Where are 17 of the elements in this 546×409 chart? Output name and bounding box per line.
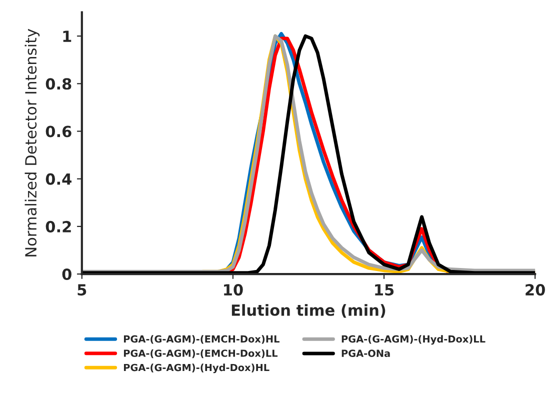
x-tick-label: 20 — [526, 284, 545, 296]
legend-label: PGA-(G-AGM)-(Hyd-Dox)HL — [124, 364, 270, 374]
x-axis-title: Elution time (min) — [232, 304, 386, 318]
y-tick-label: 0.6 — [46, 126, 72, 138]
legend-label: PGA-(G-AGM)-(EMCH-Dox)HL — [124, 335, 280, 344]
x-tick-label: 10 — [224, 284, 243, 296]
x-tick-label: 5 — [78, 284, 86, 296]
y-tick-label: 0 — [62, 268, 72, 280]
y-tick-label: 0.2 — [46, 220, 71, 232]
x-tick-label: 15 — [375, 284, 394, 296]
y-tick-label: 0.8 — [46, 78, 72, 90]
y-tick-label: 1 — [63, 30, 72, 42]
y-tick-label: 0.4 — [46, 173, 72, 185]
legend-label: PGA-(G-AGM)-(Hyd-Dox)LL — [342, 335, 486, 345]
legend-label: PGA-(G-AGM)-(EMCH-Dox)LL — [124, 349, 278, 358]
legend-label: PGA-ONa — [342, 350, 390, 358]
y-axis-title: Normalized Detector Intensity — [24, 28, 40, 256]
